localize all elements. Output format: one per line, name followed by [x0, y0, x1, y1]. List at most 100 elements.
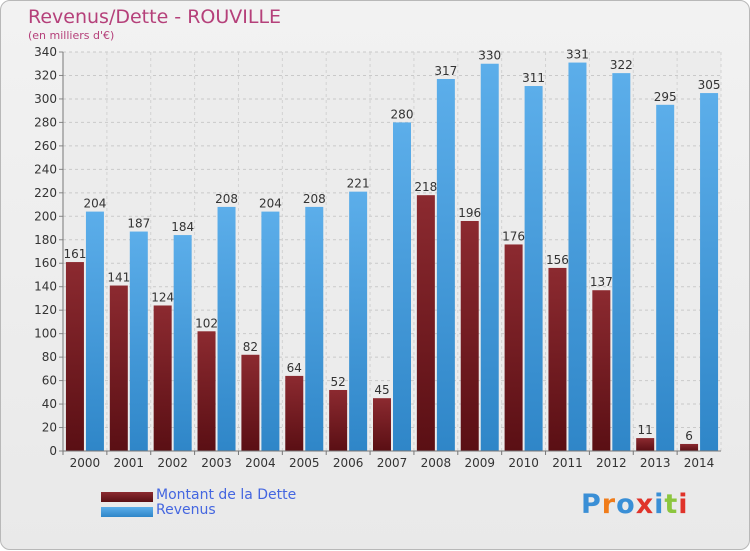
bar-revenus — [524, 86, 543, 452]
data-label-revenus: 331 — [566, 48, 589, 62]
data-label-dette: 156 — [546, 253, 569, 267]
y-tick-label: 80 — [42, 350, 57, 364]
data-label-dette: 124 — [151, 290, 174, 304]
y-tick-label: 140 — [34, 280, 57, 294]
x-tick-label: 2011 — [552, 456, 583, 470]
data-label-revenus: 280 — [391, 107, 414, 121]
y-tick-label: 180 — [34, 233, 57, 247]
x-tick-label: 2004 — [245, 456, 276, 470]
bar-revenus — [656, 104, 675, 451]
data-label-revenus: 208 — [303, 192, 326, 206]
bar-layer: 161 204 141 187 124 184 102 208 82 204 64 208 52 221 4… — [63, 48, 721, 452]
y-tick-label: 220 — [34, 186, 57, 200]
logo-letter: P — [581, 489, 602, 520]
x-tick-label: 2005 — [289, 456, 320, 470]
y-tick-label: 120 — [34, 303, 57, 317]
legend-label-revenus: Revenus — [156, 502, 216, 518]
bar-dette — [373, 398, 391, 451]
logo-letter: t — [664, 489, 679, 520]
bar-dette — [636, 438, 655, 451]
bar-revenus — [261, 211, 280, 451]
x-tick-label: 2007 — [377, 456, 408, 470]
y-tick-label: 340 — [34, 45, 57, 59]
bar-dette — [592, 290, 611, 451]
bar-dette — [416, 195, 435, 451]
data-label-dette: 6 — [685, 429, 693, 443]
data-label-dette: 64 — [287, 361, 302, 375]
data-label-revenus: 204 — [259, 197, 282, 211]
y-tick-label: 20 — [42, 421, 57, 435]
data-label-revenus: 184 — [171, 220, 194, 234]
data-label-revenus: 208 — [215, 192, 238, 206]
bar-revenus — [129, 231, 148, 451]
y-tick-label: 320 — [34, 68, 57, 82]
data-label-revenus: 305 — [698, 78, 721, 92]
bar-revenus — [436, 78, 455, 451]
y-tick-label: 200 — [34, 209, 57, 223]
logo-letter: r — [601, 489, 617, 520]
data-label-dette: 137 — [590, 275, 613, 289]
bar-revenus — [568, 62, 587, 451]
y-tick-label: 280 — [34, 115, 57, 129]
bar-dette — [548, 267, 567, 451]
bar-dette — [109, 285, 128, 451]
x-tick-label: 2014 — [684, 456, 715, 470]
data-label-dette: 11 — [638, 423, 653, 437]
y-tick-label: 0 — [49, 444, 57, 458]
data-label-revenus: 221 — [347, 177, 370, 191]
bar-revenus — [480, 63, 499, 452]
logo-letter: o — [616, 489, 636, 520]
y-tick-label: 260 — [34, 139, 57, 153]
data-label-revenus: 330 — [478, 49, 501, 63]
x-tick-label: 2009 — [464, 456, 495, 470]
data-label-revenus: 204 — [83, 197, 106, 211]
data-label-dette: 52 — [330, 375, 345, 389]
bar-dette — [460, 220, 479, 451]
data-label-dette: 82 — [243, 340, 258, 354]
legend-label-dette: Montant de la Dette — [156, 487, 297, 503]
data-label-revenus: 311 — [522, 71, 545, 85]
bar-dette — [241, 354, 260, 451]
data-label-dette: 176 — [502, 229, 525, 243]
x-tick-label: 2006 — [333, 456, 364, 470]
bar-revenus — [217, 206, 236, 451]
x-tick-label: 2013 — [640, 456, 671, 470]
y-tick-label: 100 — [34, 327, 57, 341]
bar-dette — [197, 331, 216, 451]
bar-dette — [285, 375, 304, 451]
bar-dette — [65, 262, 84, 451]
logo-letter: i — [654, 489, 665, 520]
data-label-dette: 218 — [414, 180, 437, 194]
bar-revenus — [700, 93, 719, 451]
data-label-dette: 196 — [458, 206, 481, 220]
y-tick-label: 160 — [34, 256, 57, 270]
bar-dette — [153, 305, 172, 451]
legend-swatch-revenus — [101, 507, 153, 517]
logo-letter: x — [635, 489, 655, 520]
y-tick-label: 300 — [34, 92, 57, 106]
data-label-revenus: 322 — [610, 58, 633, 72]
y-tick-label: 60 — [42, 374, 57, 388]
x-tick-label: 2000 — [70, 456, 101, 470]
plot-area — [63, 52, 721, 451]
x-tick-label: 2012 — [596, 456, 627, 470]
data-label-revenus: 295 — [654, 90, 677, 104]
bar-dette — [680, 443, 699, 451]
bar-revenus — [393, 122, 411, 451]
x-tick-label: 2002 — [157, 456, 188, 470]
grid-layer — [62, 51, 722, 452]
data-label-revenus: 317 — [434, 64, 457, 78]
x-tick-label: 2008 — [421, 456, 452, 470]
axis-layer: 0 20 40 60 80 100 120 140 160 180 200 220 240 260 280 3… — [34, 45, 721, 470]
x-tick-label: 2001 — [114, 456, 145, 470]
legend-swatch-dette — [101, 492, 153, 502]
bar-revenus — [349, 191, 368, 451]
proxiti-logo: Proxiti — [581, 489, 689, 520]
data-label-dette: 45 — [374, 383, 389, 397]
y-tick-label: 240 — [34, 162, 57, 176]
x-tick-label: 2003 — [201, 456, 232, 470]
y-tick-label: 40 — [42, 397, 57, 411]
bar-revenus — [85, 211, 104, 451]
